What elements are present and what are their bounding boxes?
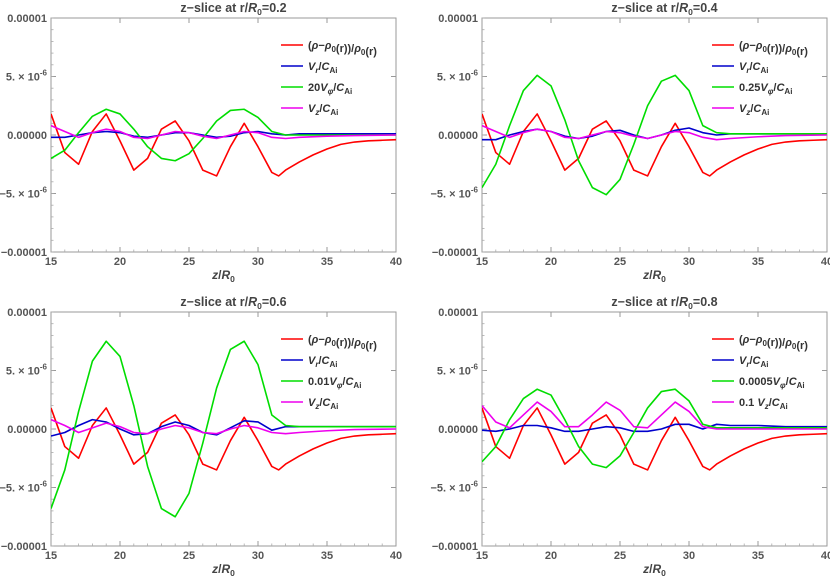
legend-label: 0.0005Vφ/CAi [739,376,805,390]
x-axis-label: z/R0 [642,268,666,284]
x-tick-label: 35 [752,550,764,562]
y-tick-label: 5. × 10-6 [437,363,479,378]
series-line-3 [482,74,827,196]
x-tick-label: 20 [545,256,557,268]
legend-label: Vz/CAi [308,397,338,411]
x-tick-label: 35 [321,256,333,268]
y-tick-label: −0.00001 [432,541,478,553]
x-tick-label: 30 [683,256,695,268]
x-tick-label: 30 [252,256,264,268]
chart-panel-1: z−slice at r/R0=0.2 15 20 25 30 35 40 0.00001 5.… [0,1,402,284]
panel-title: z−slice at r/R0=0.2 [180,1,286,17]
x-tick-label: 15 [45,550,57,562]
x-tick-label: 25 [183,550,195,562]
panel-title: z−slice at r/R0=0.8 [611,295,717,311]
chart-panel-3: z−slice at r/R0=0.6 15 20 25 30 35 40 0.00001 5.… [0,295,402,578]
x-tick-label: 30 [252,550,264,562]
legend-label: 0.01Vφ/CAi [308,376,361,390]
y-tick-label: −5. × 10-6 [0,480,48,495]
legend-label: Vr/CAi [308,355,337,369]
y-tick-label: 5. × 10-6 [437,69,479,84]
x-tick-label: 25 [614,550,626,562]
y-tick-label: 0.00000 [7,130,47,142]
series-line-1 [51,407,396,471]
series-line-3 [482,388,827,469]
legend-label: (ρ−ρ0(r))/ρ0(r) [308,334,377,352]
panel-title: z−slice at r/R0=0.4 [611,1,717,17]
legend-label: Vz/CAi [308,103,338,117]
series-line-1 [482,113,827,177]
y-tick-label: 0.00000 [7,424,47,436]
x-tick-label: 40 [821,256,830,268]
y-tick-label: 0.00001 [438,307,478,319]
legend-label: Vz/CAi [739,103,769,117]
x-tick-label: 15 [476,256,488,268]
x-axis-label: z/R0 [211,268,235,284]
x-tick-label: 35 [752,256,764,268]
legend-label: (ρ−ρ0(r))/ρ0(r) [739,40,808,58]
y-tick-label: −5. × 10-6 [431,480,479,495]
y-tick-label: 5. × 10-6 [6,363,48,378]
y-tick-label: 5. × 10-6 [6,69,48,84]
x-axis-label: z/R0 [211,562,235,578]
chart-panel-2: z−slice at r/R0=0.4 15 20 25 30 35 40 0.00001 5.… [431,1,830,284]
y-tick-label: 0.00000 [438,424,478,436]
y-tick-label: −5. × 10-6 [431,186,479,201]
y-tick-label: 0.00001 [7,307,47,319]
y-tick-label: −0.00001 [1,247,47,259]
series-line-4 [51,124,396,140]
series-line-3 [51,340,396,518]
x-tick-label: 25 [183,256,195,268]
legend-label: 0.1 Vz/CAi [739,397,788,411]
series-line-4 [482,124,827,141]
series-line-2 [482,423,827,433]
legend-label: 20Vφ/CAi [308,82,352,96]
legend-label: 0.25Vφ/CAi [739,82,792,96]
x-tick-label: 35 [321,550,333,562]
y-tick-label: −5. × 10-6 [0,186,48,201]
chart-panel-4: z−slice at r/R0=0.8 15 20 25 30 35 40 0.00001 5.… [431,295,830,578]
x-tick-label: 30 [683,550,695,562]
y-tick-label: 0.00001 [438,13,478,25]
x-axis-label: z/R0 [642,562,666,578]
series-line-3 [51,108,396,162]
x-tick-label: 40 [821,550,830,562]
x-tick-label: 25 [614,256,626,268]
series-line-2 [51,418,396,437]
y-tick-label: 0.00000 [438,130,478,142]
series-line-4 [51,418,396,435]
legend-label: Vr/CAi [739,355,768,369]
x-tick-label: 20 [114,550,126,562]
x-tick-label: 20 [545,550,557,562]
legend-label: Vr/CAi [308,61,337,75]
series-line-4 [482,401,827,430]
y-tick-label: 0.00001 [7,13,47,25]
y-tick-label: −0.00001 [1,541,47,553]
legend-label: Vr/CAi [739,61,768,75]
series-line-1 [51,113,396,177]
x-tick-label: 15 [476,550,488,562]
x-tick-label: 15 [45,256,57,268]
series-line-1 [482,407,827,471]
panel-title: z−slice at r/R0=0.6 [180,295,286,311]
x-tick-label: 40 [390,550,402,562]
y-tick-label: −0.00001 [432,247,478,259]
x-tick-label: 40 [390,256,402,268]
legend-label: (ρ−ρ0(r))/ρ0(r) [308,40,377,58]
legend-label: (ρ−ρ0(r))/ρ0(r) [739,334,808,352]
x-tick-label: 20 [114,256,126,268]
